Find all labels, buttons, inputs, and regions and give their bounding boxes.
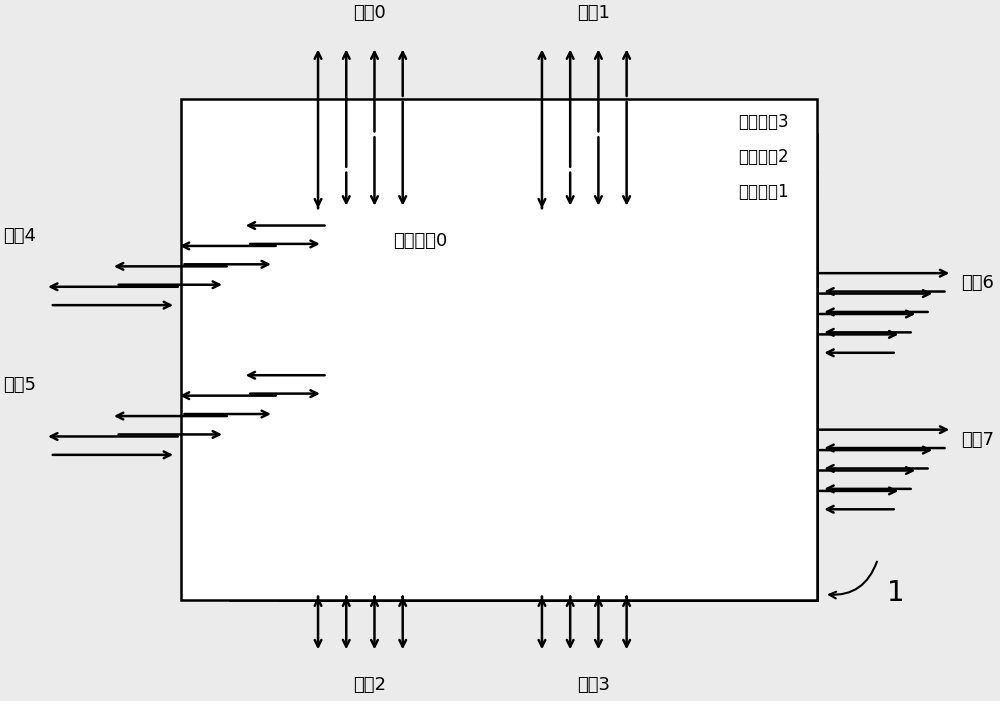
- Text: 物理通道0: 物理通道0: [393, 232, 448, 250]
- Text: 物理通道3: 物理通道3: [738, 113, 788, 130]
- Bar: [230, 135, 817, 600]
- Text: 1: 1: [887, 580, 905, 607]
- Text: 接口7: 接口7: [962, 431, 995, 449]
- FancyArrowPatch shape: [829, 562, 877, 599]
- Bar: [327, 205, 817, 600]
- Text: 接口6: 接口6: [962, 274, 994, 292]
- Text: 接口0: 接口0: [353, 4, 386, 22]
- Text: 接口2: 接口2: [353, 676, 386, 695]
- Bar: [279, 170, 817, 600]
- Text: 物理通道1: 物理通道1: [738, 184, 788, 201]
- Text: 接口5: 接口5: [3, 376, 36, 395]
- Text: 接口1: 接口1: [577, 4, 610, 22]
- Bar: [181, 99, 817, 600]
- Text: 接口4: 接口4: [3, 226, 36, 245]
- Text: 物理通道2: 物理通道2: [738, 148, 788, 166]
- Text: 接口3: 接口3: [577, 676, 610, 695]
